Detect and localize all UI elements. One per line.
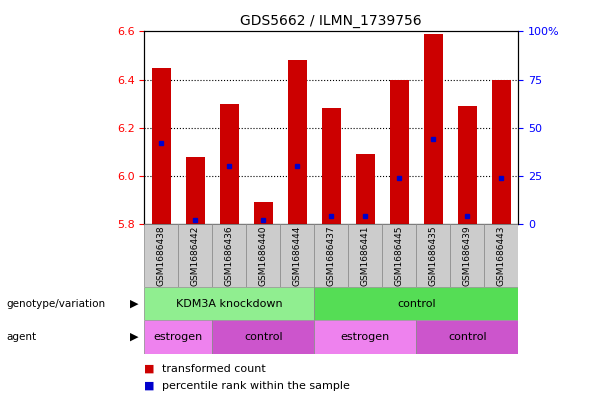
Text: GSM1686437: GSM1686437 (327, 225, 336, 286)
Bar (416, 320, 518, 354)
Bar (288, 60, 307, 224)
Text: GSM1686443: GSM1686443 (497, 225, 506, 286)
Text: GSM1686444: GSM1686444 (293, 225, 302, 286)
Bar (315, 224, 348, 287)
Bar (348, 224, 382, 287)
Text: GSM1686440: GSM1686440 (259, 225, 268, 286)
Bar (315, 287, 518, 320)
Bar (382, 224, 416, 287)
Text: ▶: ▶ (130, 332, 138, 342)
Text: control: control (244, 332, 283, 342)
Text: GSM1686445: GSM1686445 (395, 225, 404, 286)
Text: control: control (448, 332, 487, 342)
Bar (152, 68, 171, 224)
Bar (315, 320, 416, 354)
Bar (484, 224, 518, 287)
Bar (280, 224, 315, 287)
Bar (220, 104, 239, 224)
Text: GSM1686439: GSM1686439 (463, 225, 472, 286)
Text: GSM1686438: GSM1686438 (157, 225, 166, 286)
Text: GSM1686442: GSM1686442 (191, 225, 200, 286)
Bar (178, 224, 212, 287)
Text: transformed count: transformed count (162, 364, 266, 374)
Text: estrogen: estrogen (154, 332, 203, 342)
Text: GSM1686441: GSM1686441 (361, 225, 370, 286)
Text: agent: agent (6, 332, 36, 342)
Text: ▶: ▶ (130, 299, 138, 309)
Text: genotype/variation: genotype/variation (6, 299, 105, 309)
Text: estrogen: estrogen (340, 332, 390, 342)
Bar (254, 202, 273, 224)
Text: KDM3A knockdown: KDM3A knockdown (176, 299, 283, 309)
Bar (186, 156, 204, 224)
Text: GSM1686435: GSM1686435 (429, 225, 438, 286)
Bar (451, 224, 484, 287)
Bar (144, 287, 315, 320)
Bar (492, 79, 511, 224)
Bar (212, 224, 246, 287)
Bar (212, 320, 315, 354)
Text: GSM1686436: GSM1686436 (225, 225, 234, 286)
Bar (458, 106, 477, 224)
Bar (246, 224, 280, 287)
Bar (144, 224, 178, 287)
Bar (424, 34, 443, 224)
Bar (416, 224, 451, 287)
Bar (144, 320, 212, 354)
Title: GDS5662 / ILMN_1739756: GDS5662 / ILMN_1739756 (240, 14, 422, 28)
Bar (322, 108, 340, 224)
Bar (390, 79, 409, 224)
Text: control: control (397, 299, 436, 309)
Bar (356, 154, 375, 224)
Text: ■: ■ (144, 364, 155, 374)
Text: ■: ■ (144, 381, 155, 391)
Text: percentile rank within the sample: percentile rank within the sample (162, 381, 350, 391)
